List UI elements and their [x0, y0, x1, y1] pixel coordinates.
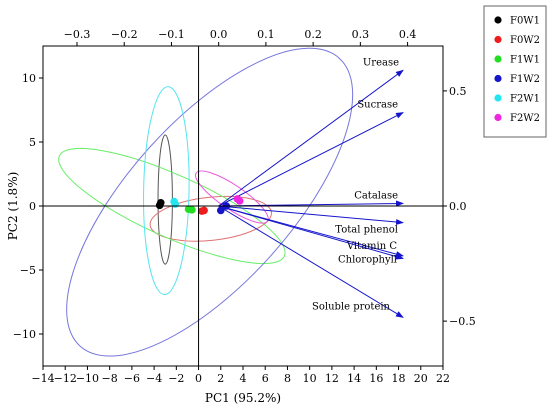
legend-box — [483, 5, 547, 138]
legend: F0W1 F0W2 F1W1 F1W2 F2W1 F2W2 — [483, 5, 547, 138]
loading-vector-urease — [218, 69, 404, 207]
legend-label-f1w1: F1W1 — [510, 55, 540, 66]
y-tick-label: 10 — [22, 72, 36, 85]
x-tick-label: −2 — [168, 372, 184, 385]
loading-vectors: Urease Sucrase Catalase Total phenol Vitamin… — [218, 57, 404, 318]
x-tick-label: 0 — [195, 372, 202, 385]
top-tick-label: 0.1 — [257, 28, 275, 41]
top-tick-label: 0.2 — [304, 28, 322, 41]
confidence-ellipses — [58, 47, 354, 357]
plot-frame — [42, 45, 444, 367]
x-axis-title: PC1 (95.2%) — [205, 391, 281, 405]
legend-marker-f0w2 — [494, 35, 502, 44]
y-tick-label: −10 — [13, 328, 36, 341]
top-tick-label: 0.3 — [352, 28, 370, 41]
x-tick-label: 14 — [347, 372, 361, 385]
x-tick-label: 12 — [325, 372, 339, 385]
score-point-f0w1 — [155, 201, 164, 210]
axes: −14 −12 −10 −8 −6 −4 −2 0 2 4 6 8 10 12 14 16 18 20 22−10−… — [13, 28, 476, 385]
right-tick-label: −0.5 — [449, 315, 476, 328]
x-tick-label: 18 — [392, 372, 406, 385]
y-tick-label: −5 — [20, 264, 36, 277]
x-tick-label: 4 — [240, 372, 247, 385]
right-tick-label: 0.0 — [449, 200, 467, 213]
loading-vector-chlorophyll — [218, 205, 404, 260]
legend-label-f2w2: F2W2 — [510, 113, 540, 124]
top-tick-label: 0.4 — [399, 28, 417, 41]
legend-label-f0w2: F0W2 — [510, 35, 540, 46]
top-tick-label: −0.3 — [64, 28, 91, 41]
loading-label-urease: Urease — [363, 57, 399, 68]
score-point-f1w1 — [188, 206, 196, 214]
ellipse-f1w1 — [58, 147, 286, 265]
loading-label-total-phenol: Total phenol — [335, 225, 398, 236]
top-tick-label: −0.1 — [158, 28, 185, 41]
right-tick-label: 0.5 — [449, 85, 467, 98]
x-tick-label: −8 — [102, 372, 118, 385]
y-tick-label: 0 — [29, 200, 36, 213]
score-point-f0w2 — [200, 206, 208, 215]
legend-marker-f0w1 — [494, 16, 502, 24]
x-tick-label: −10 — [76, 372, 99, 385]
legend-marker-f1w1 — [494, 55, 502, 63]
y-tick-label: 5 — [29, 136, 36, 149]
score-point-f1w2 — [216, 206, 225, 215]
legend-marker-f2w2 — [494, 113, 502, 122]
x-tick-label: −4 — [146, 372, 162, 385]
score-point-f2w2 — [235, 197, 244, 205]
ellipse-f0w2 — [149, 195, 272, 242]
ellipse-f2w1 — [143, 86, 190, 296]
x-tick-label: 8 — [284, 372, 291, 385]
top-tick-label: −0.2 — [111, 28, 138, 41]
legend-marker-f2w1 — [494, 94, 502, 102]
loading-label-soluble-protein: Soluble protein — [312, 301, 391, 312]
score-point-f2w1 — [171, 200, 180, 208]
x-tick-label: 16 — [369, 372, 383, 385]
x-tick-label: 2 — [217, 372, 224, 385]
loading-vector-sucrase — [218, 112, 404, 207]
loading-vector-total-phenol — [218, 205, 404, 225]
x-tick-label: 22 — [436, 372, 450, 385]
legend-label-f2w1: F2W1 — [510, 94, 540, 105]
x-tick-label: −12 — [54, 372, 77, 385]
legend-marker-f1w2 — [494, 74, 502, 83]
legend-label-f0w1: F0W1 — [510, 16, 540, 27]
loading-vector-soluble-protein — [218, 205, 404, 318]
loading-label-vitamin-c: Vitamin C — [346, 241, 398, 252]
ellipse-f1w2 — [66, 47, 354, 357]
legend-label-f1w2: F1W2 — [510, 74, 540, 85]
score-points — [155, 195, 244, 215]
x-tick-label: 20 — [414, 372, 428, 385]
x-tick-label: −6 — [124, 372, 140, 385]
loading-label-sucrase: Sucrase — [357, 100, 398, 111]
y-axis-title: PC2 (1.8%) — [6, 172, 20, 241]
x-tick-label: 6 — [262, 372, 269, 385]
loading-label-catalase: Catalase — [354, 190, 398, 201]
loading-label-chlorophyll: Chlorophyll — [338, 254, 397, 265]
x-tick-label: 10 — [303, 372, 317, 385]
top-tick-label: 0.0 — [210, 28, 228, 41]
ellipse-f2w2 — [195, 170, 269, 224]
x-tick-label: −14 — [31, 372, 54, 385]
